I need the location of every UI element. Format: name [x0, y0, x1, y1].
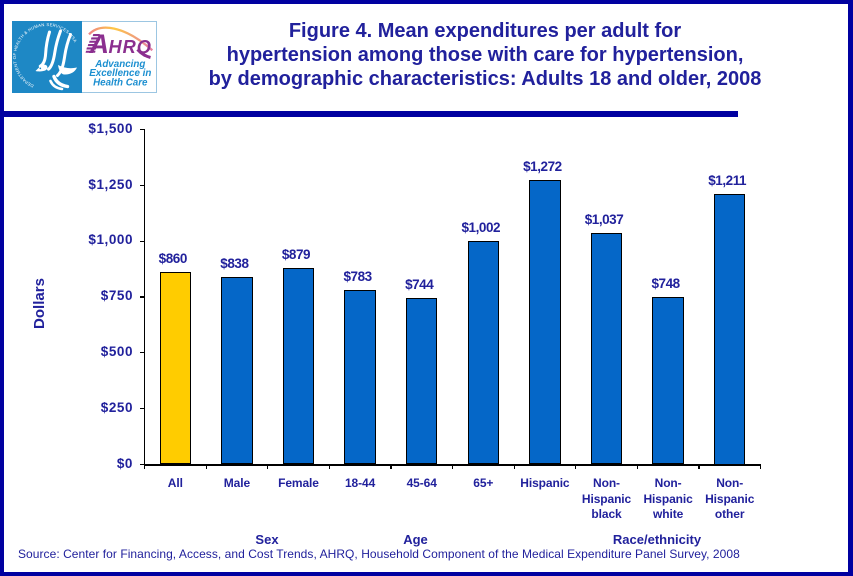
svg-text:Excellence in: Excellence in — [89, 68, 151, 79]
svg-text:A: A — [89, 28, 110, 58]
svg-text:Health Care: Health Care — [93, 77, 148, 88]
svg-text:HRQ: HRQ — [109, 36, 152, 56]
svg-text:Advancing: Advancing — [94, 58, 145, 69]
